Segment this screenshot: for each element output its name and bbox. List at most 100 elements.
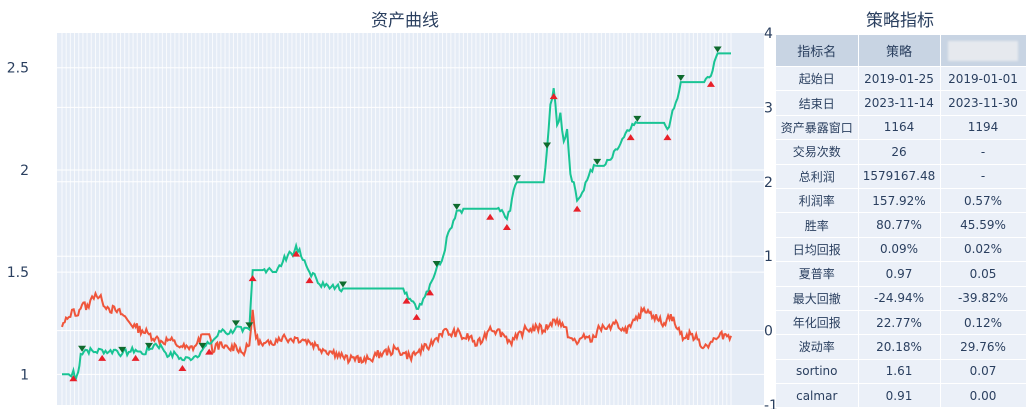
table-row: 总利润 1579167.48-: [776, 164, 1027, 189]
table-row: 交易次数 26-: [776, 139, 1027, 165]
strategy-value-cell: 1164: [858, 115, 941, 141]
strategy-value-cell: 1579167.48: [858, 164, 941, 189]
right-axis-tick-label: 3: [764, 100, 773, 116]
metric-name-cell: calmar: [776, 383, 859, 409]
left-axis-tick-label: 1.5: [7, 265, 29, 281]
buy-marker: [305, 277, 314, 284]
buy-marker: [425, 289, 434, 296]
table-row: 夏普率 0.97 0.05: [776, 261, 1027, 287]
table-row: 波动率 20.18% 29.76%: [776, 334, 1027, 360]
buy-marker: [178, 365, 187, 372]
right-axis-tick-label: 2: [764, 175, 773, 191]
buy-marker: [402, 297, 411, 304]
metric-name-cell: 日均回报: [776, 237, 859, 263]
buy-marker: [292, 250, 301, 257]
strategy-value-cell: -24.94%: [858, 286, 941, 311]
sell-marker: [78, 345, 87, 352]
right-axis: -1 0 1 2 3 4: [764, 26, 778, 409]
sell-marker: [713, 46, 722, 53]
sell-marker: [432, 261, 441, 268]
sell-marker: [452, 203, 461, 210]
chart-title: 资产曲线: [371, 11, 439, 31]
left-axis-tick-label: 2: [20, 163, 29, 179]
metric-name-cell: 总利润: [776, 164, 859, 189]
left-axis-tick-label: 1: [20, 367, 29, 383]
header-metric-name: 指标名: [776, 35, 859, 67]
buy-marker: [205, 348, 214, 355]
strategy-value-cell: 1.61: [858, 359, 941, 385]
benchmark-value-cell: 0.05: [940, 261, 1027, 287]
benchmark-value-cell: 2019-01-01: [940, 66, 1027, 92]
metric-name-cell: 波动率: [776, 334, 859, 360]
metric-name-cell: 年化回报: [776, 310, 859, 336]
left-axis: 1 1.5 2 2.5: [7, 61, 29, 384]
benchmark-value-cell: -: [940, 164, 1027, 189]
trade-markers: [69, 46, 722, 382]
table-header-row: 指标名 策略: [776, 35, 1027, 67]
strategy-value-cell: 157.92%: [858, 188, 941, 214]
buy-marker: [98, 354, 107, 361]
sell-marker: [543, 142, 552, 149]
benchmark-value-cell: 0.02%: [940, 237, 1027, 263]
buy-marker: [131, 354, 140, 361]
benchmark-value-cell: -: [940, 139, 1027, 165]
left-axis-tick-label: 2.5: [7, 61, 29, 77]
table-title: 策略指标: [866, 11, 934, 31]
benchmark-value-cell: 1194: [940, 115, 1027, 141]
metric-name-cell: 夏普率: [776, 261, 859, 287]
buy-marker: [626, 134, 635, 141]
strategy-value-cell: 2023-11-14: [858, 90, 941, 116]
right-axis-tick-label: -1: [764, 398, 778, 409]
header-strategy: 策略: [858, 35, 941, 67]
metric-name-cell: 胜率: [776, 212, 859, 238]
metric-name-cell: 起始日: [776, 66, 859, 92]
sell-marker: [245, 322, 254, 329]
table-row: 胜率 80.77% 45.59%: [776, 212, 1027, 238]
metric-name-cell: 最大回撤: [776, 286, 859, 311]
benchmark-value-cell: 0.00: [940, 383, 1027, 409]
table-row: 利润率 157.92% 0.57%: [776, 188, 1027, 214]
grid-lines: [57, 33, 764, 405]
benchmark-line: [61, 290, 732, 366]
table-row: sortino 1.61 0.07: [776, 359, 1027, 385]
strategy-value-cell: 2019-01-25: [858, 66, 941, 92]
table-row: 结束日 2023-11-14 2023-11-30: [776, 90, 1027, 116]
sell-marker: [198, 342, 207, 349]
sell-marker: [118, 346, 127, 353]
sell-marker: [593, 158, 602, 165]
buy-marker: [69, 375, 78, 382]
buy-marker: [248, 275, 257, 282]
strategy-value-cell: 0.91: [858, 383, 941, 409]
metrics-table: 指标名 策略 起始日 2019-01-25 2019-01-01 结束日 2023-11…: [776, 35, 1027, 409]
sell-marker: [231, 320, 240, 327]
strategy-line: [62, 52, 731, 381]
buy-marker: [549, 93, 558, 100]
metric-name-cell: 交易次数: [776, 139, 859, 165]
strategy-value-cell: 0.09%: [858, 237, 941, 263]
buy-marker: [663, 134, 672, 141]
buy-marker: [706, 80, 715, 87]
benchmark-value-cell: 45.59%: [940, 212, 1027, 238]
sell-marker: [338, 281, 347, 288]
header-benchmark-blurred: [940, 35, 1027, 67]
buy-marker: [486, 213, 495, 220]
buy-marker: [502, 224, 511, 230]
table-row: calmar 0.91 0.00: [776, 383, 1027, 409]
table-row: 资产暴露窗口 1164 1194: [776, 115, 1027, 141]
benchmark-value-cell: 0.07: [940, 359, 1027, 385]
benchmark-value-cell: -39.82%: [940, 286, 1027, 311]
metric-name-cell: sortino: [776, 359, 859, 385]
strategy-value-cell: 26: [858, 139, 941, 165]
right-axis-tick-label: 4: [764, 26, 773, 42]
benchmark-value-cell: 2023-11-30: [940, 90, 1027, 116]
sell-marker: [633, 115, 642, 122]
table-row: 年化回报 22.77% 0.12%: [776, 310, 1027, 336]
strategy-value-cell: 20.18%: [858, 334, 941, 360]
benchmark-value-cell: 0.57%: [940, 188, 1027, 214]
sell-marker: [144, 342, 153, 349]
sell-marker: [512, 175, 521, 182]
metric-name-cell: 结束日: [776, 90, 859, 116]
strategy-value-cell: 0.97: [858, 261, 941, 287]
benchmark-value-cell: 29.76%: [940, 334, 1027, 360]
